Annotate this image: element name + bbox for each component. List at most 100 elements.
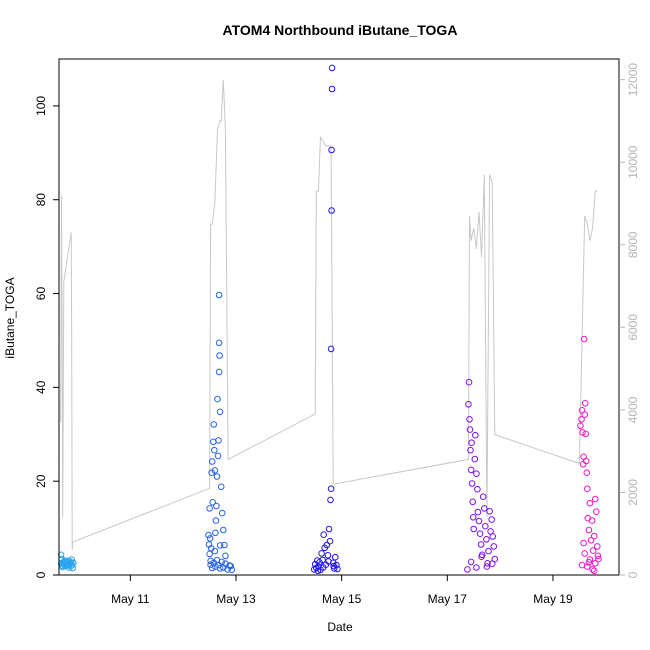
data-point	[465, 378, 473, 386]
data-point	[328, 64, 336, 72]
data-point	[216, 542, 224, 549]
x-tick-label: May 19	[533, 592, 573, 606]
data-point	[476, 530, 484, 538]
data-point	[474, 485, 481, 493]
x-tick-label: May 17	[428, 592, 468, 606]
data-point	[213, 473, 221, 480]
y2-tick-label: 0	[626, 571, 640, 578]
y2-tick-label: 4000	[626, 396, 640, 423]
data-point	[584, 563, 591, 570]
data-point	[578, 416, 585, 423]
data-point	[214, 452, 222, 460]
data-point	[215, 291, 223, 299]
data-point	[589, 547, 597, 554]
data-point	[212, 529, 219, 537]
data-point	[216, 352, 223, 359]
data-point	[488, 516, 496, 523]
data-point	[212, 517, 220, 524]
data-point	[489, 533, 497, 540]
data-point	[209, 499, 216, 506]
data-point	[319, 564, 327, 571]
data-point	[466, 416, 473, 423]
data-point	[327, 496, 334, 504]
data-point	[207, 557, 214, 565]
data-point	[474, 508, 482, 516]
data-point	[482, 522, 489, 530]
data-point	[581, 411, 589, 418]
x-tick-label: May 13	[216, 592, 256, 606]
data-point	[475, 517, 483, 525]
data-point	[594, 543, 601, 550]
data-point	[328, 85, 336, 93]
data-point	[583, 469, 591, 477]
data-point	[222, 560, 229, 568]
y-tick-label: 60	[34, 287, 48, 301]
data-point	[486, 507, 493, 515]
data-point	[216, 408, 224, 416]
data-point	[595, 555, 602, 563]
data-point	[215, 339, 223, 347]
y-tick-label: 20	[34, 474, 48, 488]
data-point	[314, 567, 322, 575]
data-point	[66, 558, 74, 565]
y2-tick-label: 6000	[626, 314, 640, 341]
data-points-layer	[57, 64, 602, 575]
data-point	[577, 422, 584, 430]
data-point	[467, 446, 474, 454]
data-point	[332, 553, 339, 561]
y-tick-label: 0	[34, 571, 48, 578]
data-point	[478, 553, 485, 561]
data-point	[327, 485, 335, 493]
y2-tick-label: 8000	[626, 231, 640, 258]
data-point	[468, 480, 476, 487]
data-point	[330, 562, 338, 570]
data-point	[484, 560, 491, 567]
plot-frame	[58, 58, 620, 576]
data-point	[471, 455, 479, 463]
data-point	[325, 558, 332, 565]
data-point	[227, 562, 234, 570]
data-point	[581, 550, 589, 557]
data-point	[323, 541, 331, 549]
data-point	[485, 547, 492, 555]
data-point	[479, 493, 487, 501]
data-point	[473, 470, 480, 478]
data-point	[472, 431, 479, 439]
data-point	[215, 368, 223, 376]
data-point	[470, 525, 478, 533]
data-point	[473, 564, 480, 571]
data-point	[220, 526, 227, 534]
data-point	[320, 531, 328, 539]
data-point	[206, 550, 213, 558]
data-point	[467, 466, 475, 474]
data-point	[222, 552, 229, 560]
data-point	[578, 561, 586, 569]
data-point	[325, 525, 333, 533]
data-point	[467, 558, 475, 566]
y-tick-label: 40	[34, 380, 48, 394]
data-point	[586, 499, 594, 507]
x-axis-label: Date	[327, 620, 353, 634]
data-point	[205, 531, 212, 539]
data-point	[214, 395, 221, 403]
y-tick-label: 80	[34, 193, 48, 207]
data-point	[210, 421, 218, 428]
data-point	[580, 335, 588, 343]
data-point	[208, 458, 216, 465]
data-point	[579, 429, 586, 436]
axes: 0 20 40 60 80 100 0 2000 4000 6000 8000 10000 12000 M…	[34, 58, 640, 606]
data-point	[594, 552, 602, 560]
data-point	[468, 439, 475, 447]
data-point	[582, 457, 590, 465]
data-point	[488, 560, 496, 568]
data-point	[477, 541, 485, 548]
data-point	[328, 207, 335, 214]
data-point	[584, 485, 591, 493]
data-point	[324, 552, 332, 559]
data-point	[586, 556, 594, 563]
data-point	[466, 426, 474, 433]
data-point	[206, 535, 214, 542]
data-point	[318, 550, 325, 557]
data-point	[589, 566, 596, 573]
